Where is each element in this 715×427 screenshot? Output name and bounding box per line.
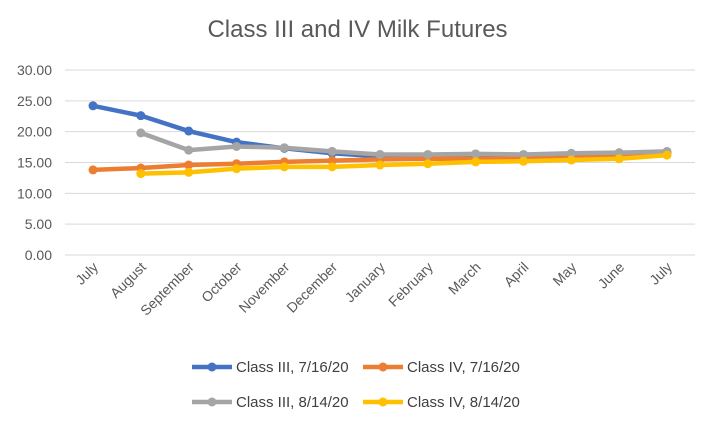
data-point [184,145,194,155]
legend-label: Class IV, 8/14/20 [407,394,520,411]
legend-swatch-marker [378,397,388,407]
data-point [184,126,194,136]
legend: Class III, 7/16/20 Class IV, 7/16/20 Class… [192,359,520,411]
data-point [88,165,98,175]
data-point [279,143,289,153]
series-lines [88,101,672,179]
data-point [614,148,624,158]
data-point [471,149,481,159]
data-point [662,150,672,160]
x-tick-label: July [646,259,675,288]
data-point [184,160,194,170]
x-tick-label: June [595,259,628,292]
data-point [519,149,528,159]
data-point [566,148,576,158]
data-point [423,149,433,159]
x-tick-label: October [198,259,245,306]
legend-label: Class III, 8/14/20 [236,394,349,411]
data-point [232,141,241,151]
series-group [136,150,672,179]
x-tick-label: April [500,259,531,290]
y-tick-label: 15.00 [17,155,52,171]
data-point [614,154,624,164]
x-tick-label: July [72,259,101,288]
y-tick-label: 30.00 [17,62,52,78]
x-tick-label: November [235,259,292,316]
data-point [136,169,146,179]
legend-swatch-marker [378,362,388,372]
legend-item: Class IV, 7/16/20 [363,359,520,376]
y-tick-label: 0.00 [25,247,52,263]
x-tick-label: May [549,259,579,289]
data-point [232,164,241,174]
x-tick-label: February [385,259,436,310]
legend-item: Class III, 7/16/20 [192,359,349,376]
y-axis-tick-labels: 30.00 25.00 20.00 15.00 10.00 5.00 0.00 [17,62,52,263]
data-point [375,149,385,159]
data-point [88,101,98,111]
y-tick-label: 25.00 [17,93,52,109]
data-point [327,146,337,156]
data-point [136,128,146,138]
x-tick-label: January [342,259,389,306]
data-point [327,156,337,166]
data-point [519,156,528,166]
legend-item: Class III, 8/14/20 [192,394,349,411]
data-point [566,155,576,165]
y-tick-label: 10.00 [17,185,52,201]
x-tick-label: August [107,259,149,301]
series-line [138,152,670,176]
series-group [136,128,672,159]
x-tick-label: March [445,259,484,298]
chart-title: Class III and IV Milk Futures [207,16,507,43]
legend-label: Class IV, 7/16/20 [407,359,520,376]
data-point [423,159,433,169]
y-tick-label: 20.00 [17,124,52,140]
x-tick-label: December [283,259,340,316]
legend-item: Class IV, 8/14/20 [363,394,520,411]
data-point [279,162,289,172]
data-point [327,162,337,172]
data-point [184,167,194,177]
series-line [138,130,670,157]
data-point [375,160,385,170]
data-point [136,111,146,121]
legend-swatch-marker [207,397,217,407]
data-point [471,157,481,167]
legend-label: Class III, 7/16/20 [236,359,349,376]
legend-swatch-marker [207,362,217,372]
y-tick-label: 5.00 [25,216,52,232]
gridlines [65,69,695,256]
